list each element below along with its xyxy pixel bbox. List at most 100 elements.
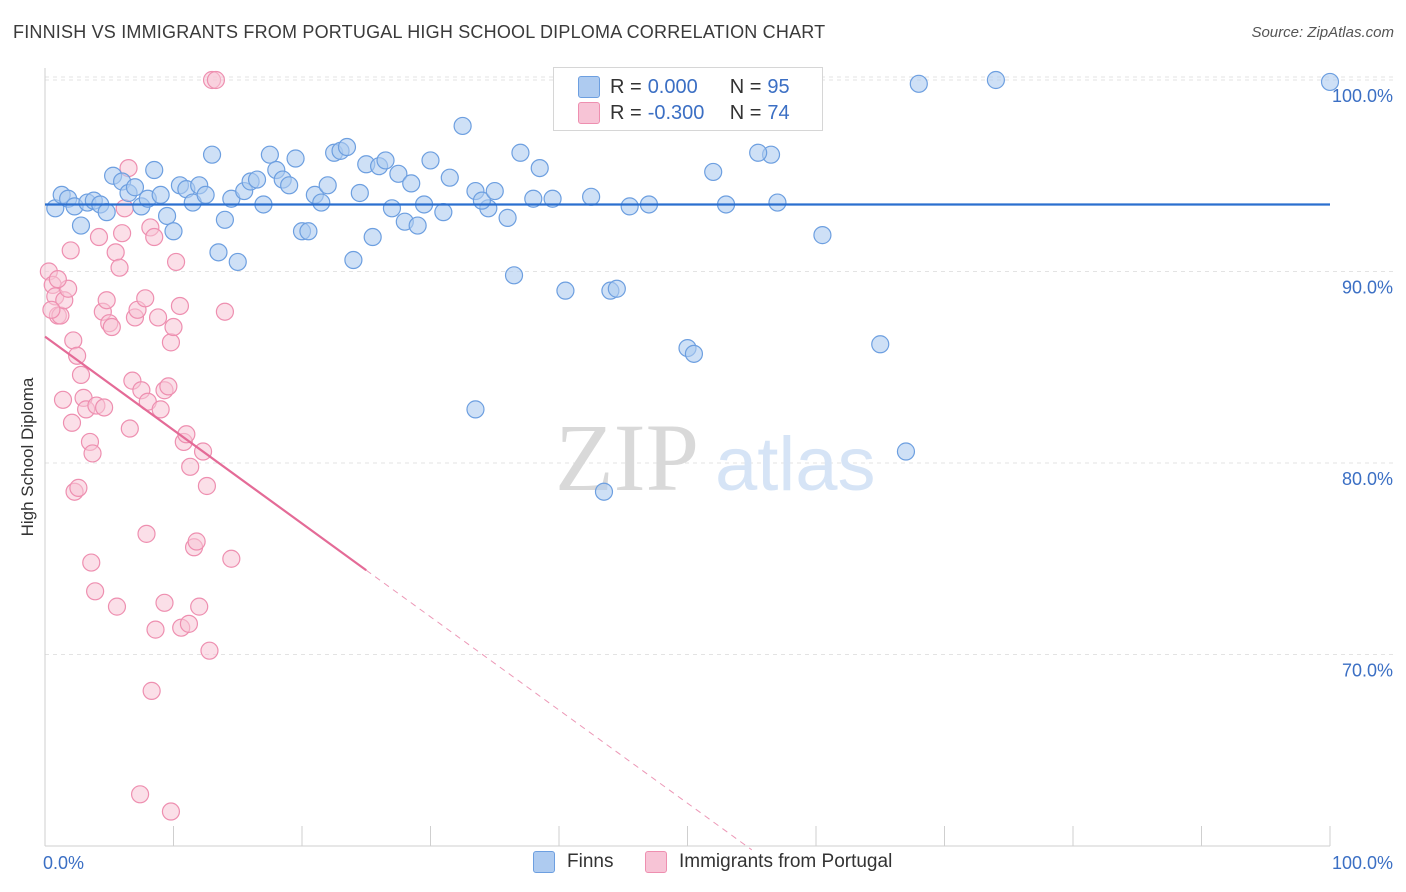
finns-point bbox=[421, 151, 440, 170]
portugal-point bbox=[115, 199, 134, 218]
portugal-point bbox=[130, 785, 150, 804]
legend-row-portugal: R = -0.300 N = 74 bbox=[578, 101, 790, 125]
finns-swatch bbox=[578, 76, 600, 98]
portugal-point bbox=[179, 614, 199, 633]
trend-lines bbox=[44, 203, 1330, 851]
finns-point bbox=[312, 193, 331, 212]
finns-point bbox=[582, 187, 601, 206]
finns-point bbox=[247, 170, 267, 189]
y-tick-label: 80.0% bbox=[1342, 469, 1393, 489]
finns-point bbox=[704, 162, 723, 182]
finns-points bbox=[46, 70, 1340, 501]
portugal-point bbox=[86, 582, 105, 601]
finns-point bbox=[350, 183, 369, 203]
x-tick-label: 0.0% bbox=[43, 853, 84, 873]
legend-row-finns: R = 0.000 N = 95 bbox=[578, 75, 790, 99]
finns-point bbox=[97, 203, 116, 222]
portugal-point bbox=[197, 476, 217, 496]
finns-point bbox=[909, 74, 928, 93]
finns-point bbox=[71, 216, 91, 235]
bottom-legend-portugal-label: Immigrants from Portugal bbox=[679, 851, 893, 872]
watermark: ZIP atlas bbox=[555, 404, 876, 511]
portugal-point bbox=[145, 227, 164, 247]
portugal-point bbox=[136, 289, 155, 308]
finns-point bbox=[1320, 72, 1340, 92]
portugal-point bbox=[112, 224, 132, 243]
portugal-point bbox=[200, 641, 219, 660]
finns-point bbox=[337, 137, 357, 157]
finns-point bbox=[556, 281, 575, 300]
finns-point bbox=[299, 222, 318, 241]
portugal-point bbox=[48, 270, 67, 289]
finns-point bbox=[466, 400, 485, 419]
portugal-point bbox=[137, 524, 156, 543]
finns-point bbox=[389, 164, 408, 183]
bottom-legend-finns-label: Finns bbox=[567, 851, 614, 872]
finns-point bbox=[594, 482, 614, 501]
finns-point bbox=[260, 145, 279, 164]
finns-point bbox=[896, 442, 916, 461]
portugal-point bbox=[69, 478, 88, 497]
finns-point bbox=[215, 210, 234, 229]
portugal-point bbox=[82, 553, 101, 572]
legend-n-label: N = bbox=[729, 75, 762, 98]
y-tick-label: 100.0% bbox=[1332, 86, 1393, 106]
finns-point bbox=[164, 222, 183, 241]
portugal-point bbox=[155, 593, 174, 612]
legend-finns-r: 0.000 bbox=[647, 75, 698, 98]
finns-point bbox=[344, 250, 363, 270]
finns-point bbox=[749, 143, 768, 162]
finns-point bbox=[151, 185, 170, 204]
portugal-point bbox=[64, 331, 83, 350]
y-tick-label: 90.0% bbox=[1342, 278, 1393, 298]
finns-point bbox=[434, 203, 453, 222]
watermark-atlas: atlas bbox=[715, 422, 876, 507]
tick-labels: 70.0% 80.0% 90.0% 100.0% 0.0% 100.0% bbox=[43, 86, 1393, 873]
finns-point bbox=[453, 116, 472, 136]
finns-point bbox=[318, 176, 337, 195]
legend-n-label: N = bbox=[729, 101, 762, 124]
finns-point bbox=[145, 160, 164, 180]
finns-point bbox=[498, 208, 517, 227]
finns-point bbox=[376, 151, 395, 170]
legend-portugal-n: 74 bbox=[767, 101, 790, 124]
finns-swatch bbox=[533, 851, 555, 873]
finns-point bbox=[228, 252, 247, 272]
finns-point bbox=[504, 266, 524, 285]
finns-point bbox=[543, 189, 562, 208]
legend-r-label: R = bbox=[610, 101, 642, 124]
bottom-legend-finns: Finns bbox=[533, 851, 613, 873]
source-label: Source: ZipAtlas.com bbox=[1251, 24, 1394, 41]
bottom-legend-portugal: Immigrants from Portugal bbox=[645, 851, 892, 873]
portugal-point bbox=[170, 296, 190, 316]
portugal-point bbox=[83, 444, 102, 463]
portugal-point bbox=[206, 70, 226, 90]
portugal-point bbox=[164, 317, 183, 337]
portugal-point bbox=[161, 802, 181, 821]
legend: R = 0.000 N = 95 R = -0.300 N = 74 bbox=[553, 67, 823, 131]
finns-point bbox=[408, 216, 427, 235]
finns-point bbox=[202, 145, 222, 164]
finns-point bbox=[125, 178, 145, 197]
finns-point bbox=[402, 174, 421, 193]
portugal-points bbox=[39, 70, 241, 821]
legend-r-label: R = bbox=[610, 75, 642, 98]
finns-point bbox=[440, 168, 459, 187]
portugal-point bbox=[161, 333, 181, 352]
portugal-point bbox=[187, 532, 206, 551]
portugal-point bbox=[106, 243, 125, 262]
portugal-point bbox=[42, 300, 61, 319]
legend-finns-n: 95 bbox=[767, 75, 790, 98]
finns-point bbox=[684, 344, 704, 363]
portugal-point bbox=[146, 620, 165, 639]
finns-point bbox=[524, 189, 543, 208]
portugal-point bbox=[215, 302, 234, 321]
portugal-point bbox=[142, 681, 161, 700]
finns-point bbox=[157, 206, 177, 226]
finns-point bbox=[363, 227, 382, 247]
portugal-point bbox=[97, 291, 116, 310]
finns-point bbox=[209, 243, 228, 262]
portugal-point bbox=[102, 317, 121, 337]
portugal-point bbox=[222, 549, 241, 568]
